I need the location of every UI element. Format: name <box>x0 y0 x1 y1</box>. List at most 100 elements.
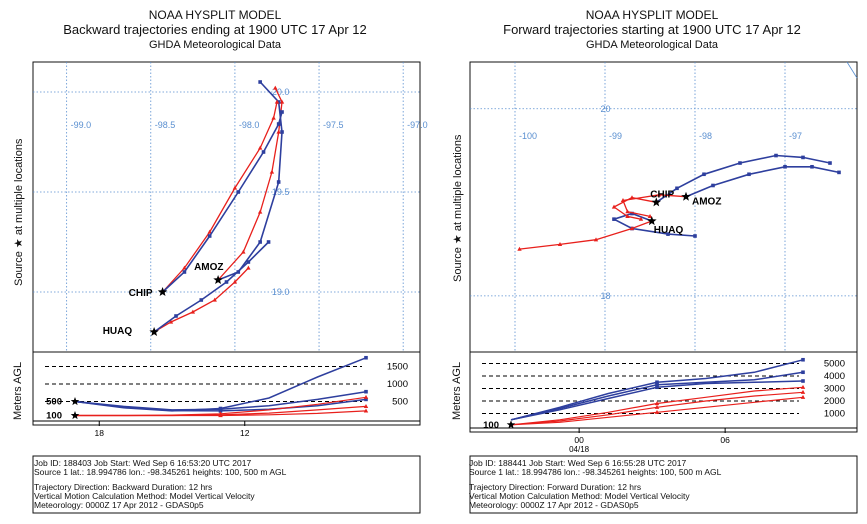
time-tick-label: 18 <box>95 428 105 438</box>
trajectory-marker <box>702 172 706 177</box>
source-star-icon <box>157 287 168 296</box>
source-star-icon <box>647 216 657 226</box>
trajectory-line <box>153 241 270 333</box>
trajectory-marker <box>612 217 616 221</box>
trajectory-marker <box>232 185 238 190</box>
trajectory-marker <box>273 85 278 90</box>
source-star-icon <box>213 275 223 284</box>
left-footer-vertical-motion: Vertical Motion Calculation Method: Mode… <box>34 491 255 501</box>
height-marker <box>364 397 368 402</box>
source-star-icon <box>651 197 662 207</box>
trajectory-marker <box>747 172 751 177</box>
height-level-label: 500 <box>392 397 408 408</box>
right-footer-job: Job ID: 188441 Job Start: Wed Sep 6 16:5… <box>469 458 687 468</box>
trajectory-marker <box>774 153 778 158</box>
trajectory-line <box>685 166 840 198</box>
trajectory-marker <box>738 161 742 165</box>
trajectory-marker <box>557 242 563 247</box>
longitude-tick-label: -98 <box>699 131 712 141</box>
right-chart-title: Forward trajectories starting at 1900 UT… <box>503 22 801 37</box>
trajectory-line <box>611 212 696 237</box>
height-marker <box>218 413 223 418</box>
left-footer-direction: Trajectory Direction: Backward Duration:… <box>34 482 213 492</box>
time-tick-label: 06 <box>720 435 730 445</box>
height-marker <box>801 379 805 383</box>
height-marker <box>218 409 223 413</box>
trajectory-line <box>217 81 283 281</box>
left-footer-meteorology: Meteorology: 0000Z 17 Apr 2012 - GDAS0p5 <box>34 500 204 510</box>
height-marker <box>655 382 659 387</box>
source-site-label: AMOZ <box>692 197 721 208</box>
longitude-tick-label: -98.0 <box>239 120 260 130</box>
trajectory-marker <box>236 190 241 194</box>
height-marker <box>801 357 805 362</box>
longitude-tick-label: -99.0 <box>71 120 92 130</box>
trajectory-marker <box>271 115 276 120</box>
longitude-tick-label: -98.5 <box>155 120 176 130</box>
trajectory-marker <box>168 319 174 324</box>
height-marker <box>654 401 660 406</box>
trajectory-marker <box>276 180 281 184</box>
right-footer-vertical-motion: Vertical Motion Calculation Method: Mode… <box>469 491 690 501</box>
trajectory-marker <box>611 204 617 209</box>
trajectory-line <box>519 220 653 250</box>
height-panel-frame <box>469 351 858 433</box>
height-level-label: 2000 <box>824 396 845 407</box>
height-marker <box>655 380 659 385</box>
right-footer-source: Source 1 lat.: 18.994786 lon.: -98.34526… <box>469 467 722 477</box>
left-footer-job: Job ID: 188403 Job Start: Wed Sep 6 16:5… <box>34 458 252 468</box>
trajectory-marker <box>174 314 178 318</box>
height-start-label: 100 <box>46 411 62 422</box>
height-panel-frame <box>32 351 421 426</box>
trajectory-marker <box>647 213 653 218</box>
source-site-label: CHIP <box>650 189 674 200</box>
trajectory-marker <box>224 280 229 284</box>
trajectory-marker <box>280 110 284 114</box>
trajectory-marker <box>274 99 280 104</box>
height-marker <box>363 404 369 408</box>
trajectory-line <box>217 87 283 281</box>
map-frame <box>32 61 421 353</box>
trajectory-marker <box>241 249 246 254</box>
source-site-label: CHIP <box>129 288 153 299</box>
trajectory-marker <box>199 298 204 302</box>
height-level-label: 4000 <box>824 371 845 382</box>
date-label: 04/18 <box>569 445 590 454</box>
trajectory-marker <box>593 237 599 242</box>
trajectory-marker <box>246 265 251 270</box>
backward-trajectory-panel: NOAA HYSPLIT MODEL Backward trajectories… <box>0 0 430 524</box>
right-footer-meteorology: Meteorology: 0000Z 17 Apr 2012 - GDAS0p5 <box>469 500 639 510</box>
longitude-tick-label: -99 <box>609 131 622 141</box>
trajectory-marker <box>638 216 644 221</box>
trajectory-marker <box>517 246 522 251</box>
trajectory-marker <box>630 211 634 216</box>
height-level-label: 1000 <box>824 409 845 420</box>
trajectory-marker <box>693 234 697 238</box>
latitude-tick-label: 20.0 <box>272 87 290 97</box>
trajectory-marker <box>257 209 263 214</box>
footer-frame <box>32 455 421 514</box>
height-start-star-icon <box>70 411 80 420</box>
trajectory-marker <box>207 229 212 234</box>
trajectory-marker <box>276 122 281 126</box>
left-chart-title: Backward trajectories ending at 1900 UTC… <box>63 22 367 37</box>
height-marker <box>800 384 806 389</box>
trajectory-marker <box>276 129 281 134</box>
trajectory-marker <box>190 309 196 314</box>
height-marker <box>654 409 660 414</box>
trajectory-marker <box>266 240 271 244</box>
right-footer-direction: Trajectory Direction: Forward Duration: … <box>469 482 642 492</box>
longitude-tick-label: -97 <box>789 131 802 141</box>
trajectory-marker <box>625 209 630 214</box>
right-model-title: NOAA HYSPLIT MODEL <box>585 8 719 22</box>
trajectory-marker <box>182 265 187 270</box>
source-site-label: HUAQ <box>103 326 133 337</box>
trajectory-marker <box>837 170 841 175</box>
source-star-icon <box>681 191 691 201</box>
trajectory-marker <box>276 100 281 104</box>
trajectory-marker <box>207 234 212 238</box>
trajectory-marker <box>783 164 787 169</box>
trajectory-marker <box>232 279 238 284</box>
left-model-title: NOAA HYSPLIT MODEL <box>148 8 282 22</box>
trajectory-marker <box>625 213 630 218</box>
